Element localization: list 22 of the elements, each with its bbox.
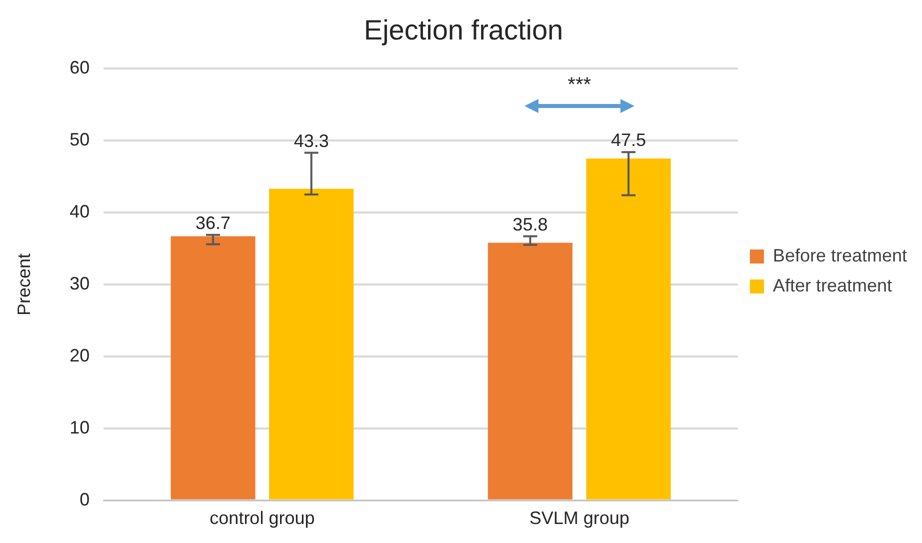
bar — [170, 236, 256, 500]
data-label: 36.7 — [196, 212, 231, 233]
y-tick-label: 40 — [70, 202, 90, 222]
y-tick-label: 50 — [70, 130, 90, 150]
bar — [269, 188, 354, 500]
legend-label: Before treatment — [772, 245, 908, 266]
y-tick-label: 10 — [70, 417, 90, 438]
y-tick-label: 20 — [70, 345, 90, 366]
x-tick-label: control group — [210, 508, 315, 528]
annotation: *** — [568, 74, 592, 96]
y-axis-title: Precent — [14, 253, 34, 316]
bar — [488, 242, 572, 500]
data-label: 35.8 — [512, 214, 548, 234]
data-label: 47.5 — [610, 130, 646, 150]
y-tick-label: 60 — [70, 58, 90, 78]
data-label: 43.3 — [294, 130, 329, 151]
x-tick-label: SVLM group — [529, 508, 630, 528]
chart-title: Ejection fraction — [364, 14, 564, 46]
y-tick-label: 0 — [80, 489, 90, 510]
legend-label: After treatment — [772, 275, 892, 296]
y-tick-label: 30 — [70, 273, 90, 294]
bar — [586, 158, 671, 500]
